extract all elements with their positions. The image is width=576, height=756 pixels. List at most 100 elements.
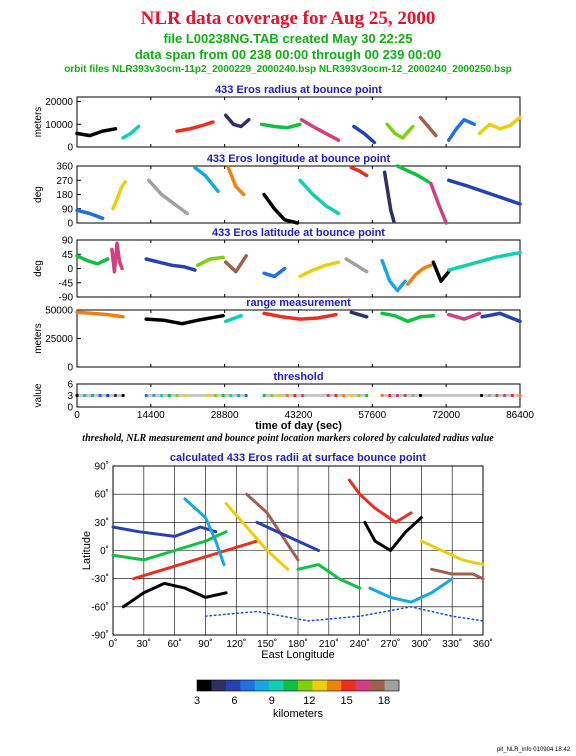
panel-2-series [431,260,451,283]
colorbar-tick-label: 6 [231,695,237,707]
panel-4-point [487,393,491,398]
map-track [430,567,485,581]
panel-3-series [144,313,225,326]
panel-3-series [223,313,243,324]
colorbar-swatch [240,680,256,691]
panel-4-frame [76,383,521,408]
colorbar-swatch [225,680,241,691]
panel-4-title: threshold [273,371,323,383]
panel-1-title: 433 Eros longitude at bounce point [207,153,391,165]
map-xtick-label: 180˚ [288,638,308,650]
map-xtick-label: 150˚ [257,638,277,650]
panel-4-point [244,393,248,398]
map-ytick-label: -60˚ [91,601,109,613]
time-xlabel: time of day (sec) [255,420,342,432]
colorbar-tick-label: 9 [269,695,275,707]
map-track [296,563,362,590]
colorbar-swatch [283,680,299,691]
panel-1-series [147,178,189,216]
colorbar-swatch [197,680,212,691]
colorbar-tick-label: 3 [194,695,200,707]
panel-1-ytick-label: 90 [62,204,74,215]
panel-4-point [175,393,179,398]
panel-4-point [293,393,297,398]
map-ytick-label: 90˚ [95,461,109,473]
map-xtick-label: 0˚ [109,638,118,650]
map-track [132,539,259,581]
panel-1-series [382,170,396,224]
panel-1-series [446,178,522,206]
map-track [245,492,300,562]
panel-1-series [395,164,430,184]
panel-4-point [479,393,484,398]
map-track [363,516,423,552]
colorbar-swatch [370,680,386,691]
time-xtick-label: 57600 [358,410,386,421]
map-xtick-label: 30˚ [137,638,151,650]
panel-2-ylabel: deg [33,260,44,277]
map-title: calculated 433 Eros radii at surface bou… [170,452,426,464]
panel-2-ytick-label: 0 [67,264,73,275]
panel-4-point [395,393,400,398]
footer-stamp: plt_NLR_info 010904 18:42 [496,747,570,753]
panel-4-point [229,393,233,398]
time-xtick-label: 86400 [506,410,534,421]
orbit-files-info: orbit files NLR393v3ocm-11p2_2000229_200… [64,64,512,75]
panel-4-point [262,393,266,398]
panel-4-point [411,393,415,398]
panel-0-series [223,113,251,129]
panel-0-ytick-label: 10000 [45,120,73,131]
panel-4-point [380,393,384,398]
panel-1-series [298,178,341,216]
panel-1-series [349,165,369,178]
panel-4-ytick-label: 6 [67,380,73,391]
colorbar-swatch [341,680,357,691]
map-ytick-label: 60˚ [95,489,109,501]
panel-0-series [446,117,477,142]
panel-0-title: 433 Eros radius at bounce point [215,84,382,96]
panel-3-ytick-label: 25000 [45,334,73,345]
panel-4-point [90,393,94,398]
colorbar-frame [196,679,400,692]
panel-2-ytick-label: -90 [59,293,74,304]
panel-3-series [380,311,436,324]
panel-2-series [195,255,225,268]
map-xtick-label: 360˚ [473,638,493,650]
map-track [224,502,290,571]
panel-4-point [388,393,392,398]
panel-1-series [75,208,105,221]
map-xtick-label: 300˚ [411,638,431,650]
colorbar-tick-label: 12 [303,695,315,707]
colorbar-swatch [298,680,313,691]
file-info: file L00238NG.TAB created May 30 22:25 [163,31,413,46]
panel-4-point [365,393,369,398]
map-ytick-label: 30˚ [95,517,109,529]
panel-2-title: 433 Eros latitude at bounce point [212,227,385,239]
map-track [347,478,413,524]
panel-3-series [446,311,482,321]
map-track [121,581,228,609]
panel-1-series [262,192,300,225]
panel-0-ytick-label: 0 [67,143,73,154]
panel-4-point [144,393,148,398]
panel-4-ytick-label: 3 [67,391,73,402]
panel-2-ytick-label: 45 [62,250,74,261]
panel-3-title: range measurement [246,297,351,309]
panel-3-series [349,310,369,319]
map-track [368,577,454,604]
colorbar-swatch [211,680,227,691]
panel-4-point [518,393,522,398]
colorbar-swatch [312,680,328,691]
panel-1-frame [76,165,521,224]
panel-3-ytick-label: 0 [67,363,73,374]
panel-1-series [429,181,448,225]
map-xtick-label: 240˚ [350,638,370,650]
panel-3-frame [76,309,521,368]
panel-4-point [183,393,187,398]
map-xtick-label: 90˚ [198,638,212,650]
data-span-info: data span from 00 238 00:00 through 00 2… [134,47,442,62]
time-xtick-label: 28800 [211,410,239,421]
panel-4-point [418,393,423,398]
panel-2-series [298,260,341,279]
